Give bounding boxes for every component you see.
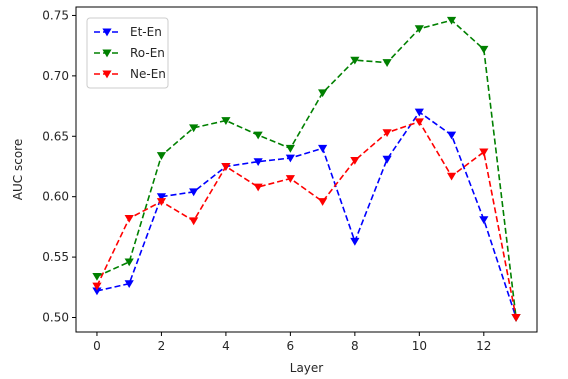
data-point	[318, 144, 328, 153]
data-point	[382, 155, 392, 164]
data-point	[382, 59, 392, 67]
legend-item-et-en: Et-En	[94, 25, 162, 39]
data-point	[156, 152, 167, 160]
legend-label: Et-En	[130, 25, 162, 39]
plot-frame	[75, 6, 538, 333]
series-line	[96, 120, 517, 318]
data-point	[479, 216, 489, 225]
data-point	[124, 258, 134, 267]
data-point	[414, 118, 424, 127]
series-line	[96, 19, 517, 318]
y-tick-label: 0.70	[42, 69, 69, 83]
y-axis: 0.50 0.55 0.60 0.65 0.70 0.75	[42, 8, 76, 325]
data-point	[318, 198, 328, 206]
data-point	[446, 16, 457, 25]
x-tick-label: 6	[287, 339, 295, 353]
x-tick-label: 4	[222, 339, 230, 353]
x-tick-label: 12	[476, 339, 491, 353]
data-point	[350, 156, 360, 165]
legend-label: Ne-En	[130, 67, 166, 81]
y-tick-label: 0.50	[42, 311, 69, 325]
data-point	[156, 198, 167, 206]
data-point	[221, 163, 231, 171]
series-ne-en	[92, 118, 521, 322]
data-point	[350, 237, 360, 246]
data-point	[156, 193, 167, 202]
y-tick-label: 0.60	[42, 190, 69, 204]
data-point	[511, 314, 521, 322]
x-tick-label: 10	[412, 339, 427, 353]
legend-item-ne-en: Ne-En	[94, 67, 166, 81]
data-point	[221, 117, 231, 125]
data-point	[253, 131, 263, 140]
data-point	[124, 214, 134, 223]
y-axis-label: AUC score	[11, 139, 25, 200]
data-point	[446, 131, 457, 140]
data-point	[92, 287, 102, 296]
y-tick-label: 0.65	[42, 129, 69, 143]
series-et-en	[92, 108, 521, 322]
data-point	[414, 25, 424, 34]
legend: Et-En Ro-En Ne-En	[86, 17, 169, 89]
x-tick-label: 0	[93, 339, 101, 353]
data-point	[189, 217, 199, 226]
data-point	[285, 175, 295, 183]
legend-marker	[102, 28, 112, 37]
y-tick-label: 0.55	[42, 250, 69, 264]
data-point	[414, 108, 424, 117]
data-point	[92, 272, 102, 281]
legend-marker	[102, 70, 112, 79]
legend-marker	[102, 49, 112, 58]
data-point	[253, 158, 263, 167]
series-line	[96, 110, 517, 318]
data-point	[124, 280, 134, 289]
data-point	[350, 56, 360, 65]
data-point	[479, 148, 489, 157]
data-point	[318, 89, 328, 98]
data-point	[92, 282, 102, 291]
legend-item-ro-en: Ro-En	[94, 46, 165, 60]
x-tick-label: 2	[158, 339, 166, 353]
data-point	[285, 144, 295, 153]
data-point	[479, 45, 489, 54]
data-point	[382, 129, 392, 138]
y-tick-label: 0.75	[42, 8, 69, 22]
x-axis: 0 2 4 6 8 10 12	[93, 332, 491, 353]
data-point	[189, 188, 199, 197]
data-point	[253, 183, 263, 192]
data-point	[446, 172, 457, 181]
x-tick-label: 8	[351, 339, 359, 353]
data-point	[285, 154, 295, 163]
legend-label: Ro-En	[130, 46, 165, 60]
x-axis-label: Layer	[290, 361, 324, 375]
plot-area	[92, 16, 521, 322]
data-point	[189, 124, 199, 133]
